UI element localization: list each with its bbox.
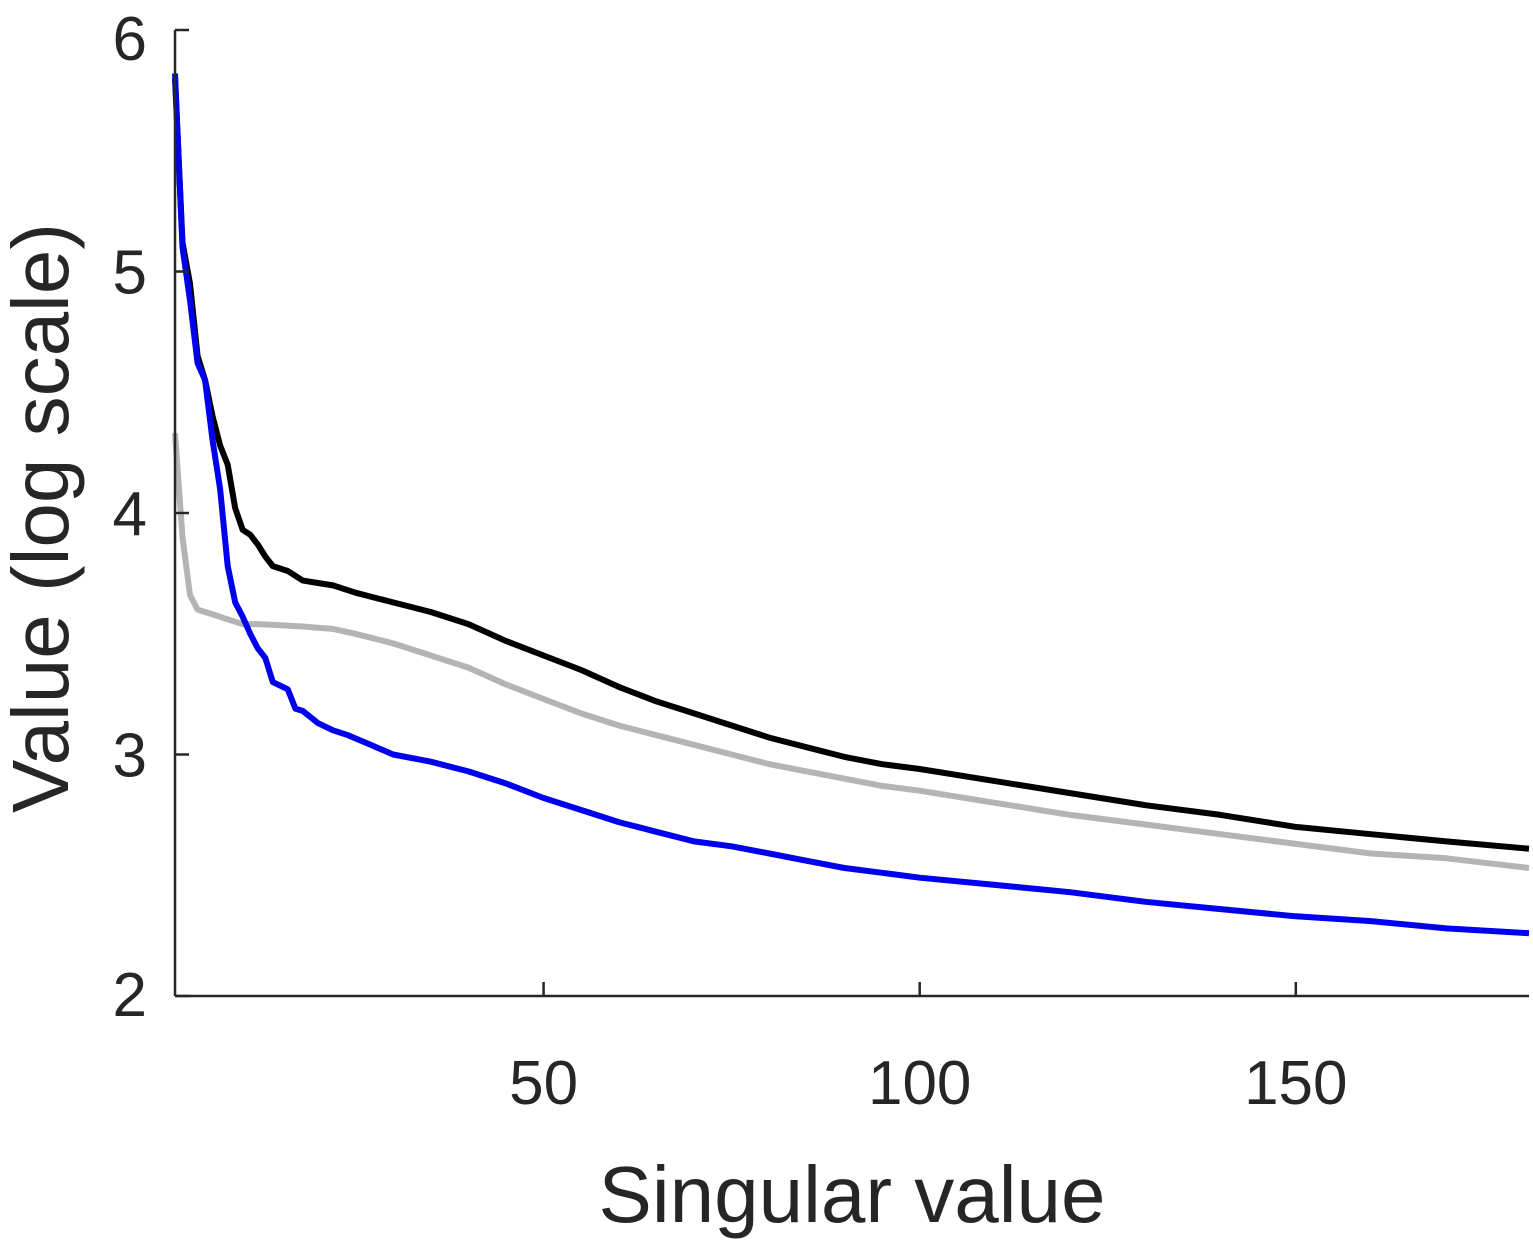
series-layer: [172, 73, 1530, 937]
x-axis-title: Singular value: [599, 1150, 1106, 1239]
series-line-1: [172, 78, 1530, 852]
x-tick-label: 50: [509, 1049, 578, 1118]
x-tick-label: 150: [1244, 1049, 1347, 1118]
ticks-layer: 2 3 4 5 6 50 100 150: [113, 5, 1348, 1118]
x-tick-label: 100: [868, 1049, 971, 1118]
axes-layer: [173, 30, 1529, 998]
y-tick-label: 3: [113, 722, 147, 791]
y-tick-label: 5: [113, 239, 147, 308]
series-line-3: [172, 73, 1530, 937]
y-axis-title: Value (log scale): [0, 223, 85, 813]
y-tick-label: 2: [113, 961, 147, 1030]
y-tick-label: 6: [113, 5, 147, 74]
y-tick-label: 4: [113, 480, 147, 549]
series-line-2: [172, 433, 1530, 871]
